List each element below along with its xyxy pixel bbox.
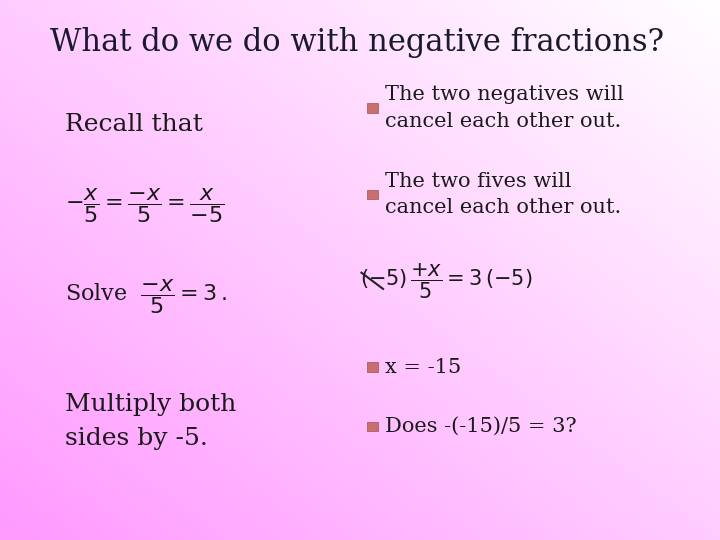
FancyBboxPatch shape	[367, 190, 377, 199]
Text: The two fives will
cancel each other out.: The two fives will cancel each other out…	[385, 172, 621, 217]
Text: The two negatives will
cancel each other out.: The two negatives will cancel each other…	[385, 85, 624, 131]
Text: $-\dfrac{x}{5} = \dfrac{-x}{5} = \dfrac{x}{-5}$: $-\dfrac{x}{5} = \dfrac{-x}{5} = \dfrac{…	[65, 186, 225, 225]
Text: Recall that: Recall that	[65, 113, 202, 136]
FancyBboxPatch shape	[367, 362, 377, 372]
Text: What do we do with negative fractions?: What do we do with negative fractions?	[50, 27, 665, 58]
Text: x = -15: x = -15	[385, 357, 462, 377]
Text: Solve  $\dfrac{-x}{5} = 3\,.$: Solve $\dfrac{-x}{5} = 3\,.$	[65, 278, 227, 316]
Text: $(-5)\,\dfrac{+x}{5} = 3\,(-5)$: $(-5)\,\dfrac{+x}{5} = 3\,(-5)$	[360, 261, 533, 301]
Text: Multiply both
sides by -5.: Multiply both sides by -5.	[65, 393, 236, 450]
Text: Does -(-15)/5 = 3?: Does -(-15)/5 = 3?	[385, 417, 577, 436]
FancyBboxPatch shape	[367, 422, 377, 431]
FancyBboxPatch shape	[367, 103, 377, 113]
